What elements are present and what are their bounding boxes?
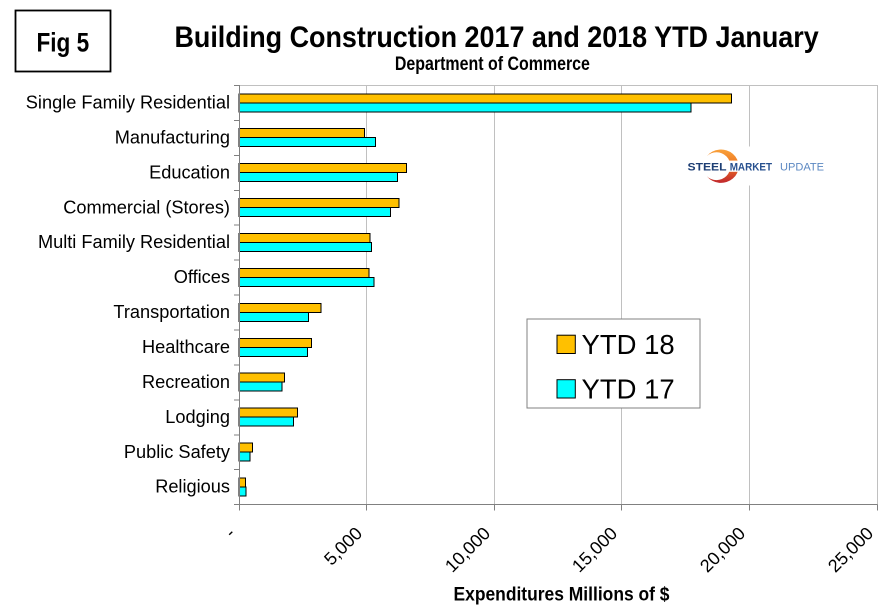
svg-text:Recreation: Recreation xyxy=(142,372,230,392)
svg-text:STEEL: STEEL xyxy=(688,162,727,174)
svg-text:MARKET: MARKET xyxy=(730,162,772,174)
svg-text:Public Safety: Public Safety xyxy=(124,442,231,462)
svg-text:YTD 17: YTD 17 xyxy=(582,374,675,405)
svg-text:Building Construction 2017 and: Building Construction 2017 and 2018 YTD … xyxy=(174,22,819,54)
svg-text:UPDATE: UPDATE xyxy=(780,162,824,174)
svg-text:Department of Commerce: Department of Commerce xyxy=(395,54,590,75)
svg-text:Lodging: Lodging xyxy=(165,407,230,427)
svg-text:Religious: Religious xyxy=(155,477,230,497)
svg-text:Education: Education xyxy=(149,162,230,182)
svg-text:Manufacturing: Manufacturing xyxy=(115,127,230,147)
svg-text:Healthcare: Healthcare xyxy=(142,337,230,357)
svg-text:Multi Family Residential: Multi Family Residential xyxy=(38,232,230,252)
svg-text:Transportation: Transportation xyxy=(113,302,230,322)
svg-text:YTD 18: YTD 18 xyxy=(582,329,675,360)
svg-text:Commercial (Stores): Commercial (Stores) xyxy=(63,197,230,217)
svg-text:Single Family Residential: Single Family Residential xyxy=(26,93,230,113)
svg-text:Fig 5: Fig 5 xyxy=(36,27,89,57)
svg-text:Expenditures Millions of $: Expenditures Millions of $ xyxy=(454,583,670,605)
svg-text:Offices: Offices xyxy=(174,267,230,287)
